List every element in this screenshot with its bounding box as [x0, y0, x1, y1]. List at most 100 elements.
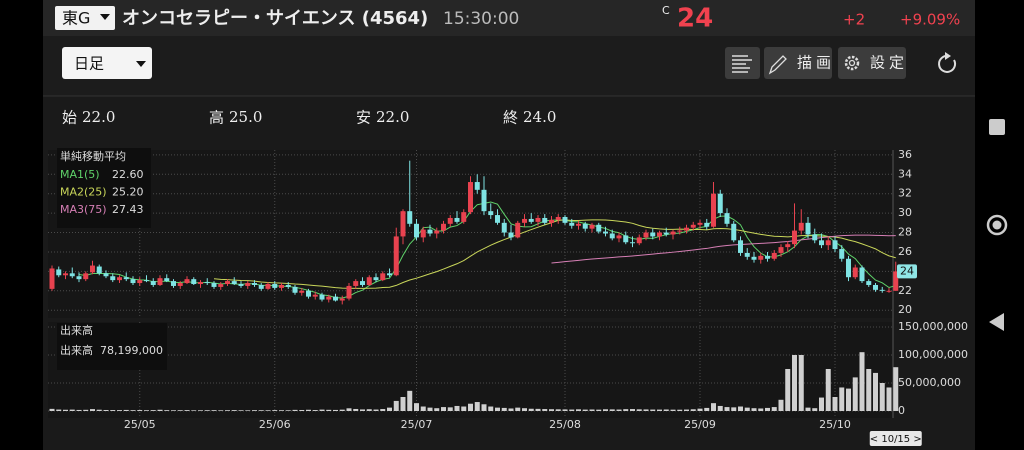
market-select[interactable] [55, 6, 115, 30]
candle-body [360, 281, 365, 285]
volume-bar [96, 409, 102, 411]
candle-body [63, 273, 68, 276]
candle-body [447, 217, 453, 224]
volume-bar [333, 409, 338, 411]
candle-body [299, 290, 305, 293]
volume-bar [279, 410, 284, 411]
volume-bar [798, 354, 804, 411]
candle-body [137, 280, 143, 284]
volume-bar [785, 368, 791, 411]
volume-bar [886, 387, 892, 411]
volume-bar [285, 410, 291, 411]
volume-legend [57, 323, 167, 370]
volume-bar [198, 410, 203, 411]
candle-body [211, 283, 217, 287]
volume-bar [684, 409, 689, 411]
volume-bar [819, 397, 824, 411]
volume-bar [758, 408, 764, 411]
y-tick-label: 32 [898, 187, 912, 200]
ma-legend-value: 25.20 [112, 186, 144, 199]
volume-bar [211, 410, 217, 411]
candle-body [535, 217, 541, 222]
volume-bar [690, 409, 696, 411]
volume-bar [805, 407, 811, 411]
volume-bar [427, 407, 433, 411]
candle-body [380, 273, 386, 281]
volume-bar [643, 409, 649, 411]
volume-bar [231, 410, 237, 411]
candle-body [130, 279, 136, 284]
volume-bar [663, 409, 669, 411]
volume-bar [751, 408, 757, 411]
volume-bar [366, 409, 372, 411]
volume-bar [724, 407, 730, 411]
candle-body [103, 273, 109, 277]
home-button[interactable] [986, 214, 1008, 236]
recents-button[interactable] [989, 119, 1005, 135]
price-plot [48, 150, 893, 318]
volume-bar [204, 410, 210, 411]
cursor-label: < 10/15 > [870, 434, 922, 445]
candle-body [198, 282, 203, 285]
candle-body [778, 247, 784, 253]
volume-bar [623, 409, 629, 411]
volume-bar [56, 409, 62, 411]
candle-body [636, 237, 642, 244]
period-select[interactable] [62, 47, 152, 79]
candle-body [468, 182, 473, 213]
candle-body [177, 283, 183, 286]
candle-body [758, 255, 764, 260]
volume-bar [454, 405, 460, 411]
candle-body [528, 218, 534, 222]
volume-bar [218, 410, 224, 411]
volume-bar [225, 410, 230, 411]
volume-bar [474, 402, 480, 411]
candle-body [144, 280, 149, 282]
refresh-icon[interactable] [938, 54, 957, 73]
indicator-button[interactable] [725, 47, 760, 79]
candle-body [542, 217, 548, 223]
candle-body [333, 296, 338, 301]
candle-body [609, 233, 615, 239]
candle-body [596, 224, 602, 232]
candle-body [326, 296, 332, 300]
price-flag: C [662, 4, 670, 17]
volume-bar [630, 409, 635, 411]
volume-bar [130, 410, 136, 411]
ma-legend-value: 27.43 [112, 203, 144, 216]
ma-legend-name: MA1(5) [60, 168, 100, 181]
stock-title: オンコセラピー・サイエンス (4564) [122, 8, 428, 29]
draw-label: 描画 [797, 54, 835, 72]
volume-bar [63, 409, 68, 411]
candle-body [630, 242, 635, 244]
volume-bar [555, 409, 561, 411]
volume-bar [171, 410, 176, 411]
candle-body [603, 231, 608, 234]
summary-label: 始 [62, 109, 77, 127]
settings-button[interactable] [838, 47, 906, 79]
volume-bar [866, 368, 872, 411]
period: 日足 [74, 55, 104, 73]
candle-body [184, 279, 190, 284]
candle-body [252, 283, 257, 285]
candle-body [697, 222, 703, 225]
candle-body [454, 217, 460, 222]
candle-body [117, 277, 122, 281]
volume-bar [292, 409, 298, 411]
candle-body [373, 277, 379, 281]
draw-button[interactable] [764, 47, 832, 79]
volume-bar [258, 410, 264, 411]
volume-legend-value: 78,199,000 [100, 344, 163, 357]
summary-value: 22.0 [82, 108, 115, 126]
candle-body [407, 211, 413, 224]
ma-line [551, 234, 896, 264]
candle-body [562, 217, 568, 223]
candle-body [319, 294, 325, 300]
candle-body [805, 222, 811, 235]
summary-label: 高 [209, 109, 224, 127]
candle-body [420, 229, 426, 238]
candle-body [461, 212, 467, 222]
back-button[interactable] [989, 313, 1004, 331]
pencil-icon [768, 55, 787, 75]
candle-body [272, 284, 278, 288]
